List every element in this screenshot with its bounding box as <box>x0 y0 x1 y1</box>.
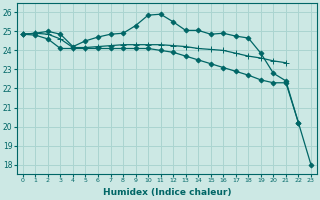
X-axis label: Humidex (Indice chaleur): Humidex (Indice chaleur) <box>103 188 231 197</box>
